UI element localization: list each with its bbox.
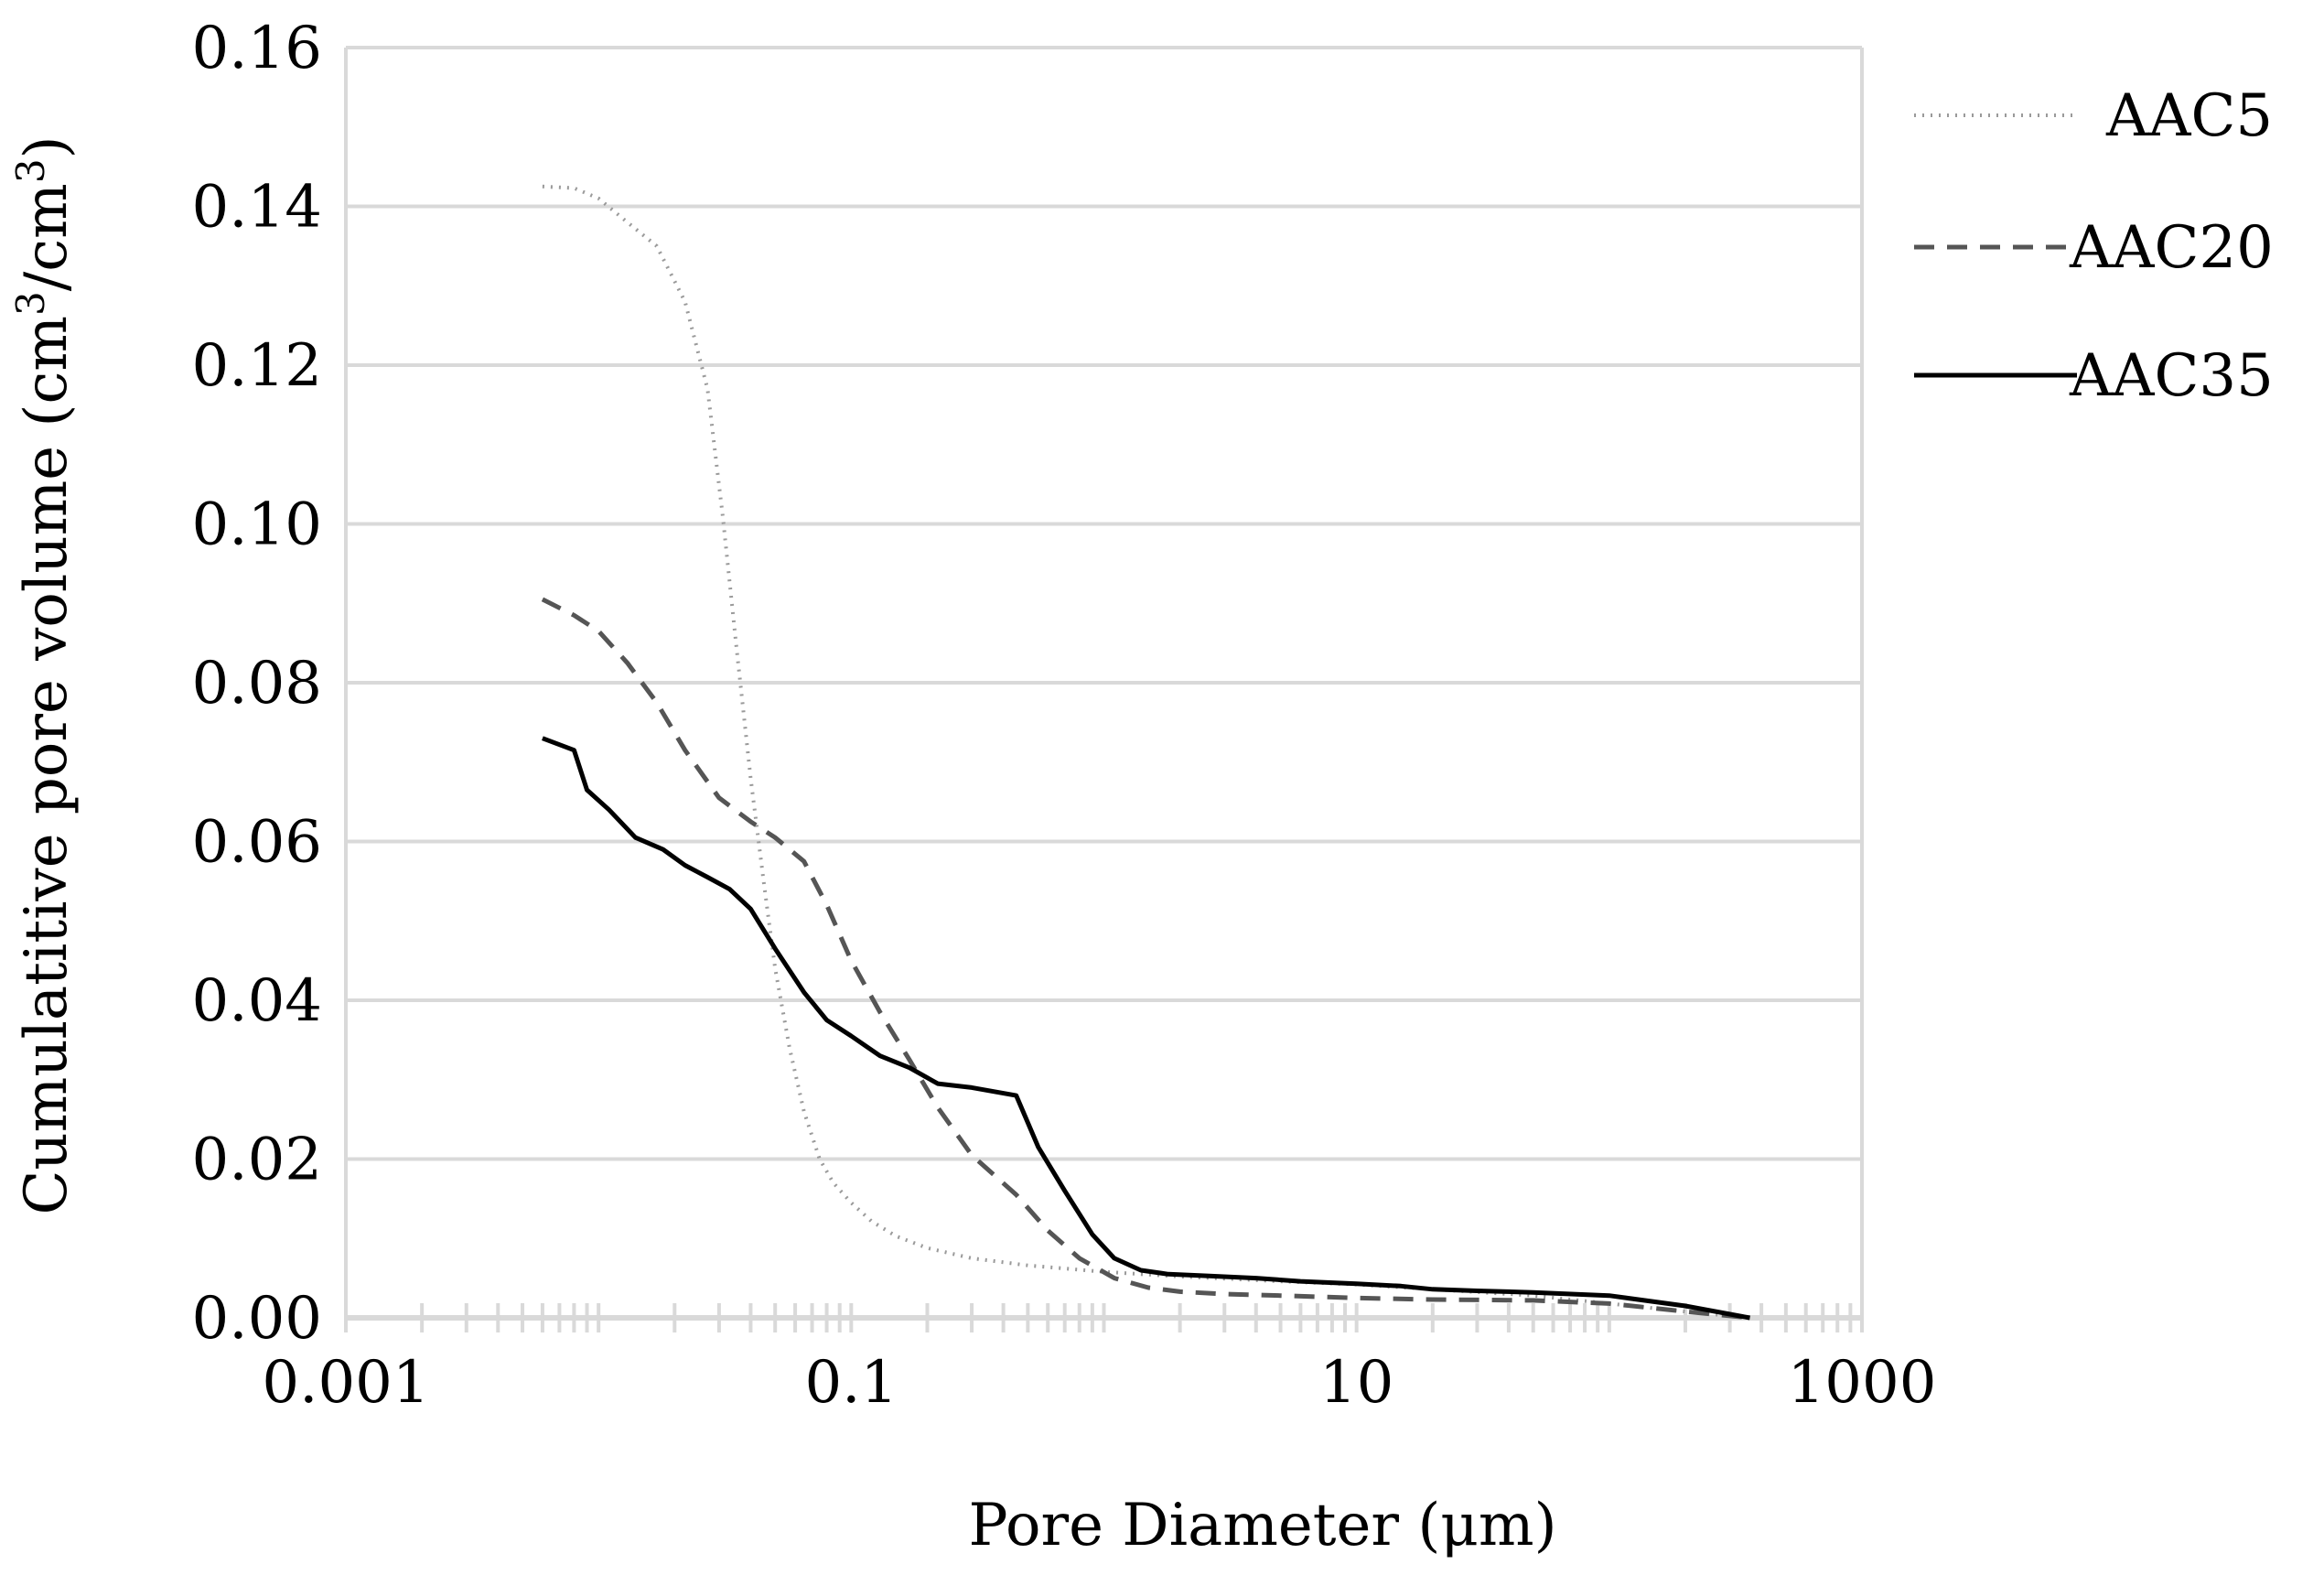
y-axis-title-sup-1: 3: [8, 291, 53, 316]
legend-label-aac5: AAC5: [2105, 82, 2273, 150]
axes: [344, 48, 1864, 1332]
series-line-aac35: [542, 736, 1750, 1321]
y-tick-label: 0.06: [192, 809, 323, 877]
y-tick-label: 0.00: [192, 1285, 323, 1353]
data-series: [541, 184, 1750, 1321]
x-tick-labels: 0.001 0.1 10 1000: [262, 1349, 1936, 1417]
y-tick-label: 0.04: [192, 967, 323, 1035]
x-axis-title: Pore Diameter (μm): [968, 1492, 1556, 1559]
gridlines: [346, 46, 1862, 1161]
y-tick-label: 0.02: [192, 1127, 323, 1194]
y-tick-label: 0.14: [192, 174, 323, 242]
y-axis-title-sup-2: 3: [8, 158, 53, 183]
y-tick-label: 0.10: [192, 491, 323, 559]
x-tick-label: 0.001: [262, 1349, 429, 1417]
series-line-aac20: [541, 597, 1750, 1321]
legend: AAC5 AAC20 AAC35: [1914, 82, 2274, 410]
y-tick-label: 0.08: [192, 650, 323, 717]
y-tick-labels: 0.00 0.02 0.04 0.06 0.08 0.10 0.12 0.14 0.16: [192, 15, 323, 1353]
y-axis-title-mid: /cm: [13, 183, 81, 291]
y-tick-label: 0.16: [192, 15, 323, 82]
x-tick-label: 0.1: [804, 1349, 898, 1417]
y-axis-title: Cumulatitive pore volume (cm3/cm3): [8, 135, 81, 1214]
x-tick-label: 10: [1319, 1349, 1393, 1417]
y-tick-label: 0.12: [192, 332, 323, 400]
x-tick-label: 1000: [1788, 1349, 1937, 1417]
y-axis-title-main: Cumulatitive pore volume (cm: [13, 316, 81, 1215]
legend-label-aac35: AAC35: [2069, 342, 2274, 410]
y-axis-title-end: ): [13, 135, 81, 158]
legend-label-aac20: AAC20: [2069, 214, 2274, 282]
